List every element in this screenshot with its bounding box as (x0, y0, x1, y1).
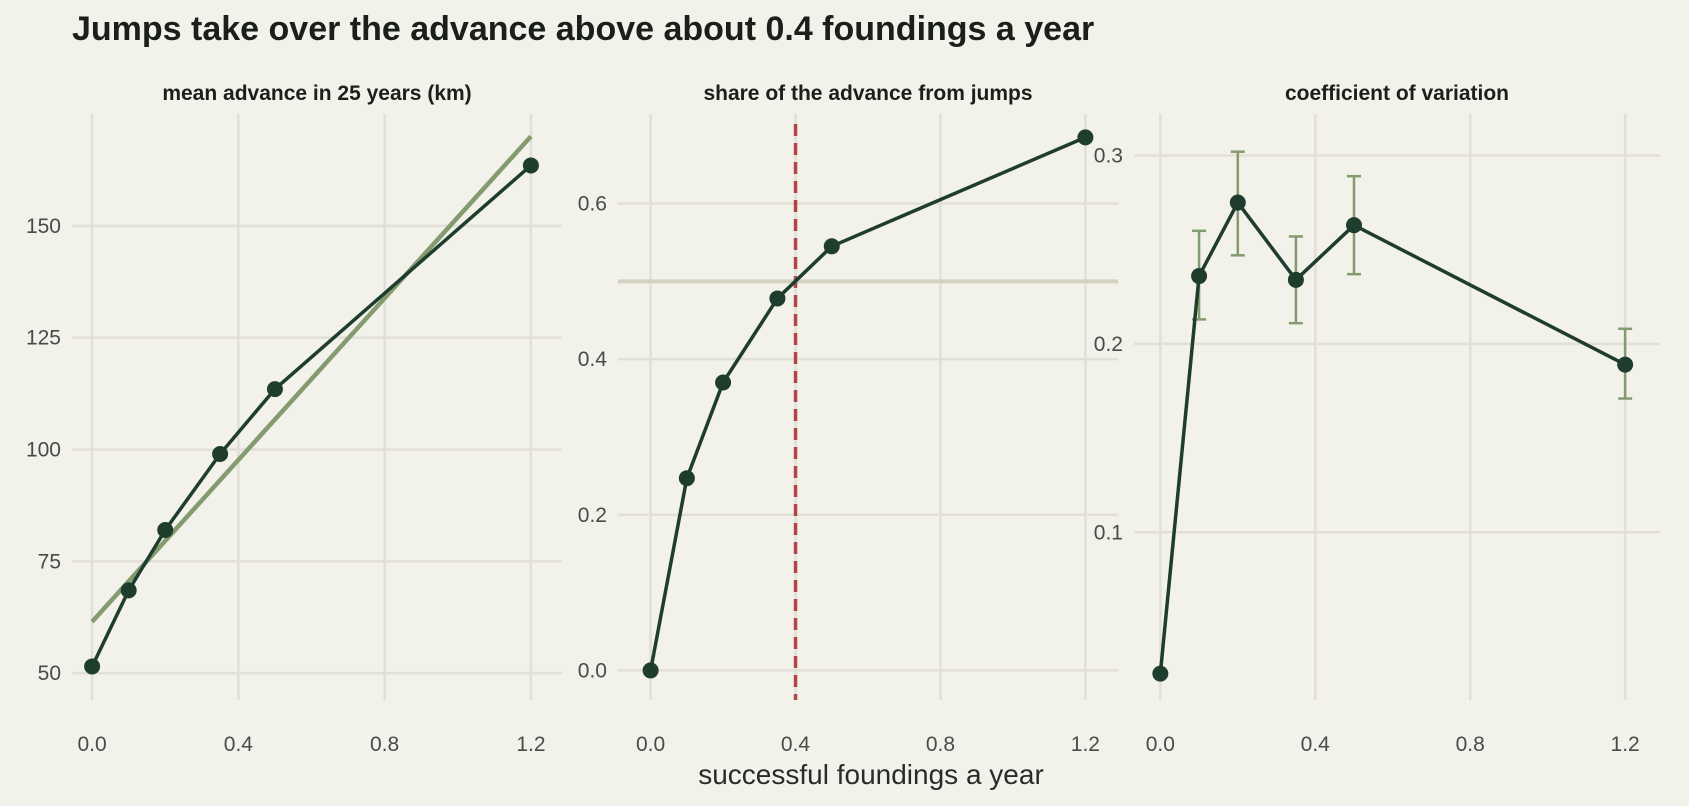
y-tick-label: 75 (38, 550, 61, 573)
data-point (84, 658, 101, 675)
y-tick-label: 100 (26, 438, 61, 461)
data-point (212, 445, 229, 462)
y-tick-label: 0.6 (578, 192, 607, 215)
y-tick-label: 0.0 (578, 659, 607, 682)
data-point (678, 470, 695, 487)
panel-title: share of the advance from jumps (703, 82, 1032, 105)
y-tick-label: 0.2 (1094, 333, 1123, 356)
x-tick-label: 0.4 (224, 733, 254, 756)
data-point (1229, 194, 1246, 211)
y-tick-label: 0.3 (1094, 144, 1123, 167)
x-tick-label: 0.8 (370, 733, 399, 756)
data-point (642, 662, 659, 679)
panel-title: coefficient of variation (1285, 82, 1509, 105)
series-line (648, 135, 1087, 671)
x-tick-label: 0.0 (636, 733, 665, 756)
fit-line (90, 134, 533, 624)
panel-coefficient-of-variation: coefficient of variation 0.0 0.4 0.8 1.2 0.1 0… (1094, 82, 1660, 756)
data-point (266, 381, 283, 398)
data-point (1077, 129, 1094, 146)
x-tick-label: 1.2 (516, 733, 545, 756)
x-tick-label: 0.4 (781, 733, 811, 756)
data-point (1346, 217, 1363, 234)
y-tick-label: 150 (26, 215, 61, 238)
y-tick-label: 0.4 (578, 348, 608, 371)
data-point (1287, 271, 1304, 288)
x-tick-label: 1.2 (1611, 733, 1640, 756)
data-point (823, 238, 840, 255)
data-point (715, 374, 732, 391)
data-point (1191, 268, 1208, 285)
data-point (1152, 665, 1169, 682)
panel-share-from-jumps: share of the advance from jumps 0.0 0.4 0.8… (578, 82, 1118, 756)
chart-title: Jumps take over the advance above about … (72, 10, 1095, 48)
data-point (157, 522, 174, 539)
x-tick-label: 0.0 (78, 733, 107, 756)
data-point (522, 157, 539, 174)
y-tick-label: 0.2 (578, 504, 607, 527)
series-line (1158, 200, 1626, 674)
y-tick-label: 125 (26, 327, 61, 350)
x-tick-label: 1.2 (1071, 733, 1100, 756)
x-tick-label: 0.4 (1301, 733, 1331, 756)
panel-mean-advance: mean advance in 25 years (km) 0.0 0.4 0.8 1.… (26, 82, 562, 756)
y-tick-label: 0.1 (1094, 521, 1123, 544)
data-point (120, 582, 137, 599)
x-tick-label: 0.8 (926, 733, 955, 756)
panel-title: mean advance in 25 years (km) (162, 82, 471, 105)
x-tick-label: 0.0 (1146, 733, 1175, 756)
data-point (1617, 356, 1634, 373)
x-axis-label: successful foundings a year (698, 759, 1044, 790)
series-line (90, 164, 533, 668)
data-point (769, 290, 786, 307)
x-tick-label: 0.8 (1456, 733, 1485, 756)
y-tick-label: 50 (38, 662, 61, 685)
